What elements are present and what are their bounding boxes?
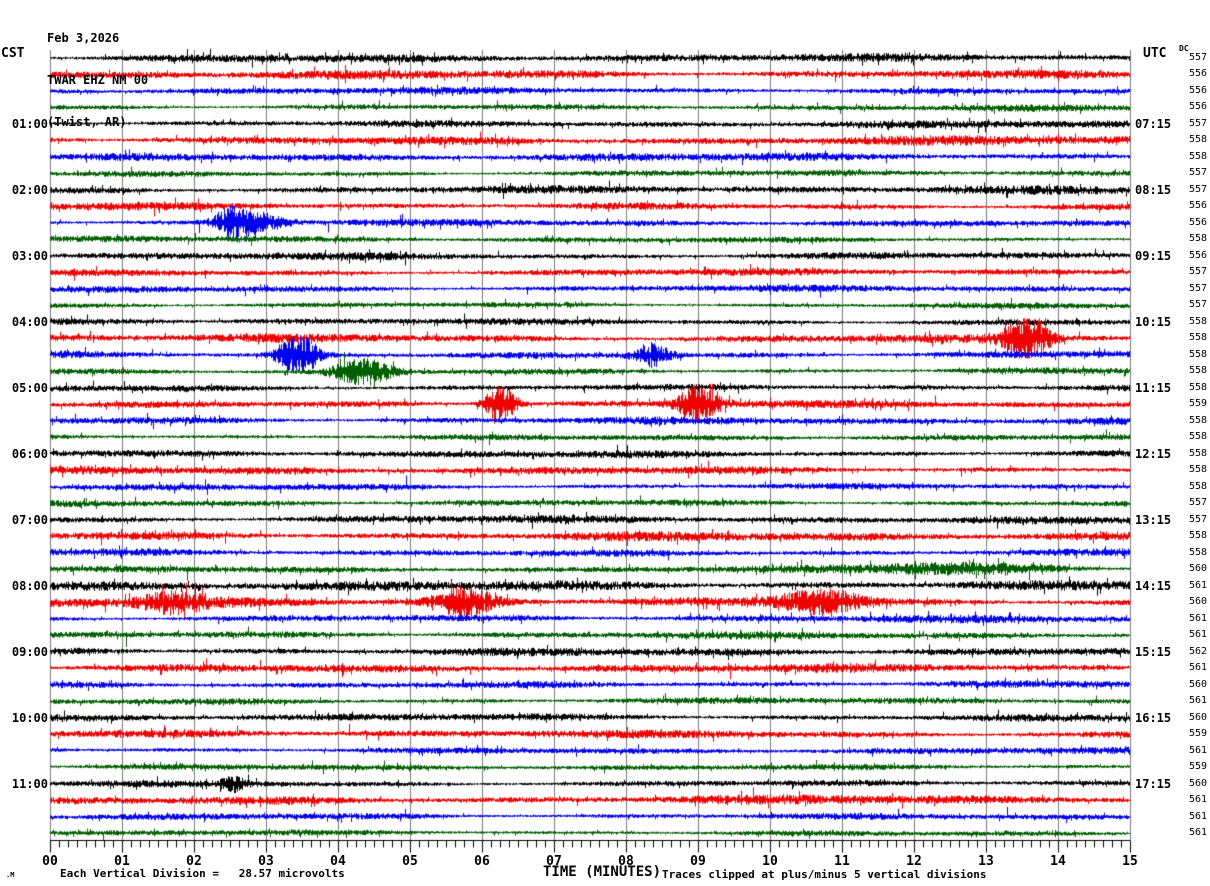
utc-hour-label: 08:15 — [1135, 182, 1172, 197]
corner-mark: .M — [6, 871, 15, 879]
cst-hour-label: 03:00 — [11, 248, 48, 263]
minute-tick-label: 01 — [114, 854, 130, 869]
scale-note: Each Vertical Division = 28.57 microvolt… — [60, 867, 345, 880]
dc-value: 557 — [1188, 299, 1207, 311]
minute-tick-label: 13 — [978, 854, 994, 869]
x-axis-label: TIME (MINUTES) — [542, 864, 662, 880]
dc-value: 558 — [1188, 332, 1207, 344]
dc-value: 557 — [1188, 117, 1207, 129]
utc-hour-label: 12:15 — [1135, 446, 1172, 461]
cst-hour-label: 05:00 — [11, 380, 48, 395]
dc-value: 561 — [1188, 662, 1207, 674]
dc-value: 561 — [1188, 612, 1207, 624]
right-axis-title: UTC — [1143, 46, 1167, 61]
left-axis-title: CST — [1, 46, 25, 61]
dc-value: 561 — [1188, 794, 1207, 806]
clip-note: Traces clipped at plus/minus 5 vertical … — [662, 868, 987, 881]
dc-value: 557 — [1188, 52, 1207, 63]
minute-tick-label: 11 — [834, 854, 850, 869]
dc-value: 558 — [1188, 381, 1207, 393]
cst-hour-label: 06:00 — [11, 446, 48, 461]
dc-value: 559 — [1188, 398, 1207, 410]
header-date: Feb 3,2026 — [47, 31, 120, 45]
dc-value: 558 — [1188, 315, 1207, 327]
dc-value: 561 — [1188, 629, 1207, 641]
cst-hour-label: 02:00 — [11, 182, 48, 197]
minute-tick-label: 05 — [402, 854, 418, 869]
dc-value: 558 — [1188, 546, 1207, 558]
dc-value: 558 — [1188, 414, 1207, 426]
cst-hour-label: 07:00 — [11, 512, 48, 527]
dc-value: 558 — [1188, 348, 1207, 360]
dc-value: 557 — [1188, 282, 1207, 294]
dc-value: 559 — [1188, 761, 1207, 773]
minute-tick-label: 12 — [906, 854, 922, 869]
dc-value: 560 — [1188, 678, 1207, 690]
dc-value: 556 — [1188, 68, 1207, 80]
dc-value: 560 — [1188, 596, 1207, 608]
cst-hour-label: 10:00 — [11, 710, 48, 725]
cst-hour-label: 09:00 — [11, 644, 48, 659]
dc-value: 556 — [1188, 200, 1207, 212]
minute-tick-label: 00 — [42, 854, 58, 869]
cst-hour-label: 01:00 — [11, 116, 48, 131]
dc-value: 557 — [1188, 183, 1207, 195]
cst-hour-label: 08:00 — [11, 578, 48, 593]
dc-value: 561 — [1188, 810, 1207, 822]
minute-tick-label: 10 — [762, 854, 778, 869]
dc-value: 556 — [1188, 84, 1207, 96]
header-station: TWAR EHZ NM 00 — [47, 73, 149, 87]
utc-hour-label: 15:15 — [1135, 644, 1172, 659]
dc-value: 560 — [1188, 777, 1207, 789]
cst-hour-label: 11:00 — [11, 776, 48, 791]
minute-tick-label: 15 — [1122, 854, 1138, 869]
dc-value: 558 — [1188, 447, 1207, 459]
dc-value: 561 — [1188, 695, 1207, 707]
dc-value: 556 — [1188, 101, 1207, 113]
minute-tick-label: 04 — [330, 854, 346, 869]
dc-value: 558 — [1188, 464, 1207, 476]
minute-tick-label: 07 — [546, 854, 562, 869]
minute-tick-label: 14 — [1050, 854, 1066, 869]
header-location: (Twist, AR) — [47, 115, 127, 129]
dc-value: 557 — [1188, 497, 1207, 509]
dc-value: 556 — [1188, 216, 1207, 228]
dc-value: 560 — [1188, 563, 1207, 575]
dc-value: 561 — [1188, 744, 1207, 756]
plot-header: Feb 3,2026 TWAR EHZ NM 00 (Twist, AR) — [47, 3, 148, 157]
utc-hour-label: 11:15 — [1135, 380, 1172, 395]
dc-value: 558 — [1188, 134, 1207, 146]
dc-value: 558 — [1188, 233, 1207, 245]
minute-tick-label: 08 — [618, 854, 634, 869]
utc-hour-label: 09:15 — [1135, 248, 1172, 263]
dc-offset-label: DC — [1179, 44, 1189, 53]
dc-value: 557 — [1188, 266, 1207, 278]
dc-value: 558 — [1188, 431, 1207, 443]
cst-hour-label: 04:00 — [11, 314, 48, 329]
dc-value: 558 — [1188, 480, 1207, 492]
utc-hour-label: 17:15 — [1135, 776, 1172, 791]
dc-value: 561 — [1188, 579, 1207, 591]
utc-hour-label: 10:15 — [1135, 314, 1172, 329]
dc-value: 560 — [1188, 711, 1207, 723]
utc-hour-label: 13:15 — [1135, 512, 1172, 527]
dc-value: 558 — [1188, 530, 1207, 542]
utc-hour-label: 14:15 — [1135, 578, 1172, 593]
utc-hour-label: 16:15 — [1135, 710, 1172, 725]
utc-hour-label: 07:15 — [1135, 116, 1172, 131]
dc-value: 558 — [1188, 365, 1207, 377]
minute-tick-label: 06 — [474, 854, 490, 869]
minute-tick-label: 09 — [690, 854, 706, 869]
minute-tick-label: 03 — [258, 854, 274, 869]
dc-value: 562 — [1188, 645, 1207, 657]
dc-value: 558 — [1188, 150, 1207, 162]
dc-value: 556 — [1188, 249, 1207, 261]
dc-value: 559 — [1188, 728, 1207, 740]
minute-tick-label: 02 — [186, 854, 202, 869]
dc-value: 561 — [1188, 827, 1207, 838]
dc-value: 557 — [1188, 513, 1207, 525]
dc-value: 557 — [1188, 167, 1207, 179]
